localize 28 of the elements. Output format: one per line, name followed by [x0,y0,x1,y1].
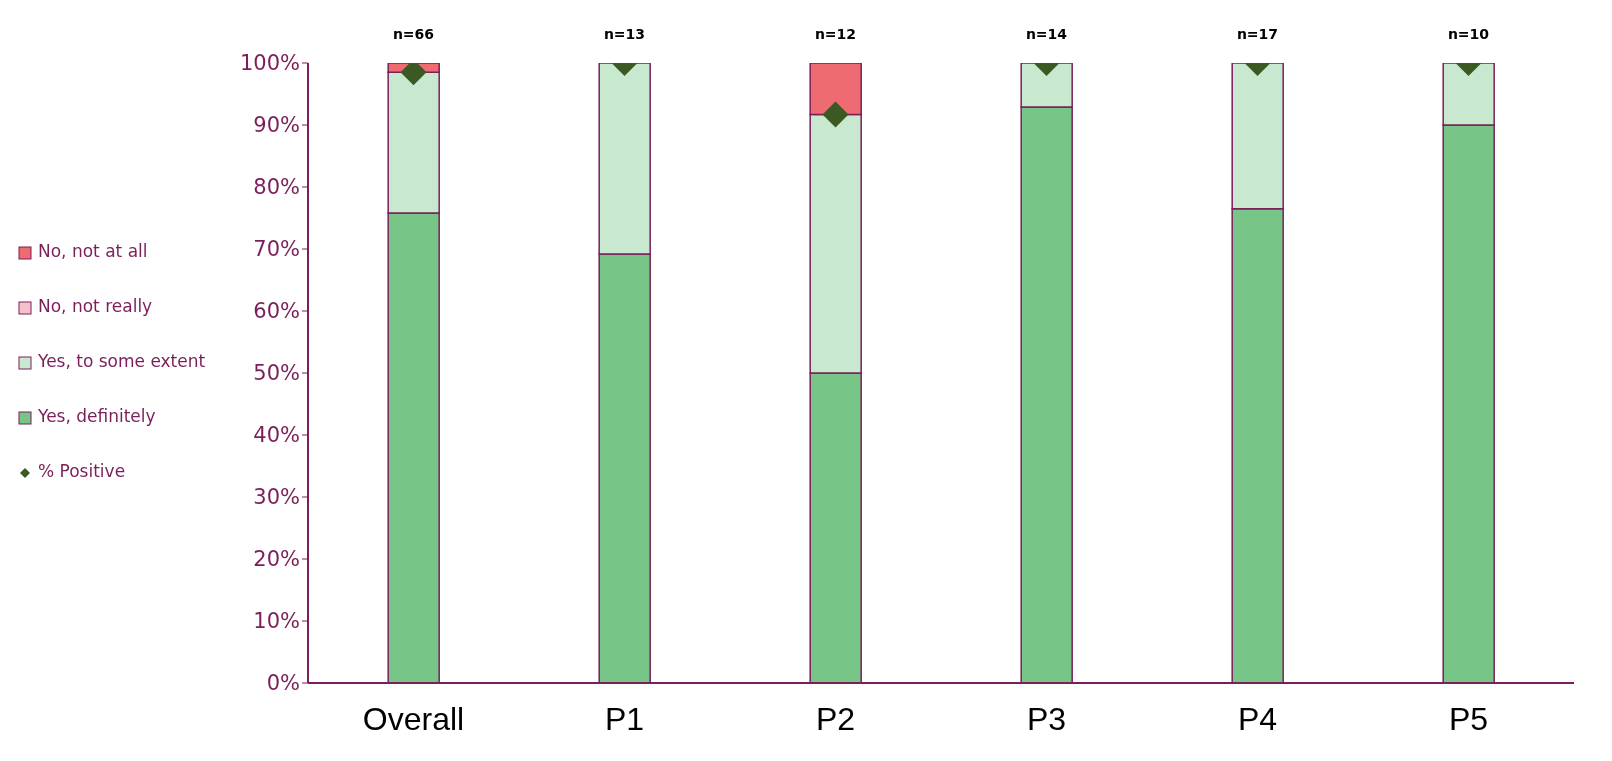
x-tick-label: P3 [1026,700,1067,737]
text: n=10 [1447,26,1490,42]
legend-label: No, not at all [38,240,148,263]
y-tick-label: 0% [266,671,300,696]
x-tick-label: P2 [815,700,856,737]
text: n=12 [814,26,857,42]
y-tick-label: 100% [239,51,300,76]
y-tick-label: 80% [253,175,300,200]
y-tick-label: 70% [253,237,300,262]
x-tick-label: Overall [362,700,465,737]
y-tick-label: 50% [253,361,300,386]
text: n=14 [1025,26,1068,42]
x-tick-label: P1 [604,700,645,737]
legend-label: % Positive [38,460,126,483]
x-tick-label: P4 [1237,700,1278,737]
legend-label: Yes, definitely [38,405,156,428]
x-tick-label: P5 [1448,700,1489,737]
y-tick-label: 40% [253,423,300,448]
text: n=17 [1236,26,1279,42]
text: n=13 [603,26,646,42]
legend-label: No, not really [38,295,153,318]
legend-label: Yes, to some extent [38,350,206,373]
y-tick-label: 90% [253,113,300,138]
y-tick-label: 10% [253,609,300,634]
y-tick-label: 30% [253,485,300,510]
text: n=66 [392,26,435,42]
y-tick-label: 20% [253,547,300,572]
y-tick-label: 60% [253,299,300,324]
